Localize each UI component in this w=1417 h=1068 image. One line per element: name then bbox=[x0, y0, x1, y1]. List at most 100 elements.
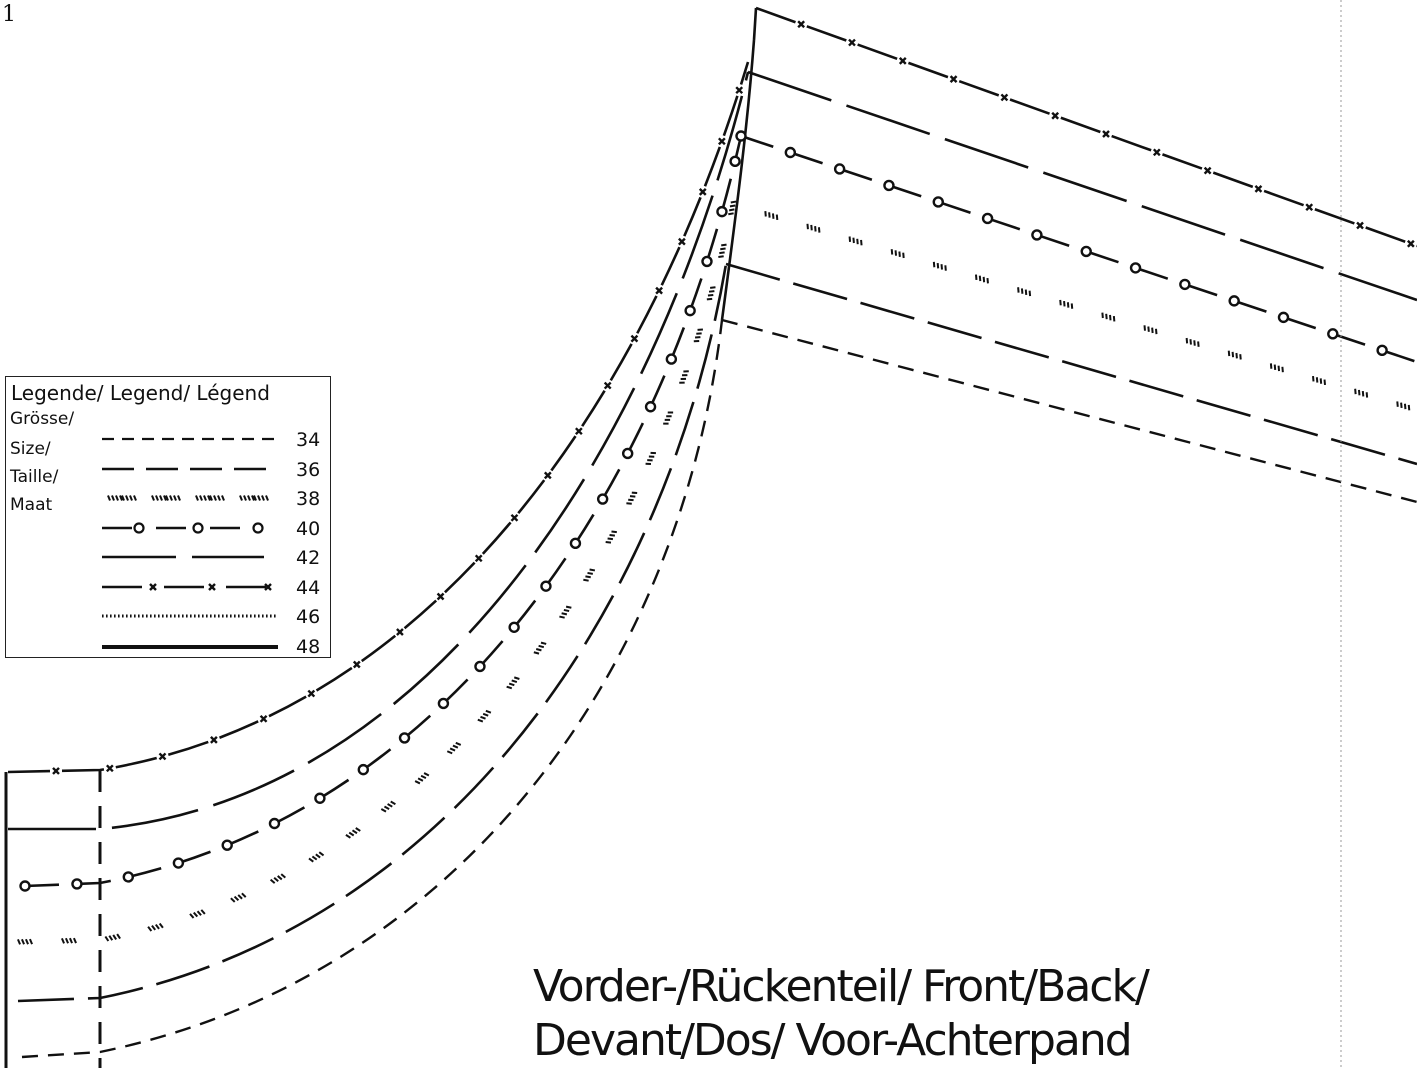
cross-mark bbox=[436, 592, 445, 601]
legend-size-word-en: Size/ bbox=[10, 439, 51, 459]
circle-mark bbox=[1179, 278, 1191, 291]
circle-mark bbox=[1031, 229, 1043, 241]
hatch-mark bbox=[104, 932, 122, 943]
circle-mark bbox=[508, 621, 520, 633]
circle-mark bbox=[981, 212, 994, 225]
cross-mark bbox=[543, 471, 552, 480]
cross-mark bbox=[352, 660, 361, 669]
hatch-mark bbox=[414, 770, 430, 786]
legend-box: Legende/ Legend/ Légend Grösse/ Size/ Ta… bbox=[5, 376, 331, 658]
cross-mark bbox=[630, 334, 639, 343]
cross-mark bbox=[1355, 221, 1365, 230]
circle-mark bbox=[621, 447, 634, 460]
size-44-line bbox=[7, 6, 1417, 774]
hatch-mark bbox=[476, 708, 492, 725]
circle-mark bbox=[1228, 295, 1240, 307]
legend-hatch-mark bbox=[107, 494, 123, 502]
cross-mark bbox=[1101, 129, 1111, 139]
circle-mark bbox=[1277, 311, 1290, 324]
cross-mark bbox=[307, 689, 316, 698]
legend-label-44: 44 bbox=[296, 577, 321, 599]
hatch-mark bbox=[1099, 311, 1117, 323]
size-40-line bbox=[24, 134, 1417, 888]
hatch-mark bbox=[1352, 387, 1370, 399]
circle-mark bbox=[1327, 328, 1339, 340]
circle-mark bbox=[883, 179, 895, 192]
circle-mark bbox=[1376, 344, 1388, 357]
hatch-mark bbox=[147, 921, 164, 933]
circle-mark bbox=[122, 871, 135, 883]
hatch-mark bbox=[269, 872, 287, 886]
hatch-mark bbox=[805, 222, 822, 234]
circle-mark bbox=[398, 732, 411, 744]
legend-label-36: 36 bbox=[296, 459, 321, 481]
circle-mark bbox=[784, 146, 797, 159]
cross-mark bbox=[603, 381, 612, 390]
hatch-mark bbox=[1310, 375, 1328, 386]
legend-hatch-mark bbox=[195, 494, 211, 502]
hatch-mark bbox=[60, 937, 78, 945]
hatch-mark bbox=[1142, 324, 1159, 336]
circle-mark bbox=[684, 304, 696, 317]
hatch-mark bbox=[1226, 349, 1244, 361]
cross-mark bbox=[1254, 184, 1263, 194]
size-42-line bbox=[8, 70, 1417, 831]
legend-swatch-40 bbox=[102, 522, 264, 534]
cross-mark bbox=[1305, 202, 1314, 212]
legend-swatches bbox=[102, 437, 278, 649]
legend-swatch-38 bbox=[107, 494, 269, 502]
cross-mark bbox=[1152, 148, 1162, 157]
circle-mark bbox=[268, 817, 281, 830]
circle-mark bbox=[357, 763, 370, 776]
circle-mark bbox=[1129, 262, 1142, 274]
hatch-mark bbox=[717, 242, 728, 260]
circle-mark bbox=[729, 155, 741, 168]
legend-label-38: 38 bbox=[296, 488, 321, 510]
hatch-mark bbox=[889, 248, 907, 260]
cross-mark bbox=[677, 237, 687, 246]
hatch-mark bbox=[705, 284, 717, 302]
size-36-line bbox=[17, 262, 1417, 1003]
cross-mark bbox=[395, 627, 405, 637]
pattern-piece-title-line-1: Vorder-/Rückenteil/ Front/Back/ bbox=[533, 961, 1150, 1012]
hatch-mark bbox=[973, 273, 991, 285]
hatch-mark bbox=[380, 799, 397, 814]
legend-hatch-mark bbox=[121, 494, 137, 502]
legend-hatch-mark bbox=[165, 494, 181, 502]
cross-mark bbox=[654, 286, 664, 295]
circle-mark bbox=[437, 697, 450, 710]
cross-mark bbox=[510, 513, 519, 523]
hatch-mark bbox=[229, 891, 247, 904]
circle-mark bbox=[221, 839, 233, 851]
cross-mark bbox=[735, 86, 744, 95]
hatch-mark bbox=[662, 409, 675, 427]
pattern-piece-title: Vorder-/Rückenteil/ Front/Back/ Devant/D… bbox=[533, 960, 1150, 1068]
circle-mark bbox=[172, 857, 185, 869]
hatch-mark bbox=[1268, 362, 1286, 374]
circle-mark bbox=[665, 353, 678, 365]
cross-mark bbox=[158, 752, 167, 761]
circle-mark bbox=[474, 660, 486, 673]
hatch-mark bbox=[762, 210, 780, 221]
cross-mark bbox=[796, 20, 806, 29]
hatch-mark bbox=[1394, 400, 1412, 412]
circle-mark bbox=[932, 196, 944, 208]
legend-title: Legende/ Legend/ Légend bbox=[11, 381, 270, 405]
cross-mark bbox=[717, 137, 727, 146]
circle-mark bbox=[716, 205, 728, 218]
pattern-piece-title-line-2: Devant/Dos/ Voor-Achterpand bbox=[533, 1015, 1133, 1066]
hatch-mark bbox=[16, 938, 34, 946]
hatch-mark bbox=[582, 566, 596, 584]
circle-mark bbox=[540, 580, 552, 592]
hatch-mark bbox=[307, 850, 325, 864]
cross-mark bbox=[949, 74, 958, 84]
legend-label-34: 34 bbox=[296, 429, 321, 451]
legend-hatch-mark bbox=[253, 494, 269, 502]
circle-mark bbox=[569, 537, 582, 550]
circle-mark bbox=[1080, 245, 1092, 258]
neck-edge-line bbox=[720, 39, 756, 321]
hatch-mark bbox=[344, 825, 362, 840]
hatch-mark bbox=[188, 908, 206, 920]
hatch-mark bbox=[558, 603, 573, 621]
